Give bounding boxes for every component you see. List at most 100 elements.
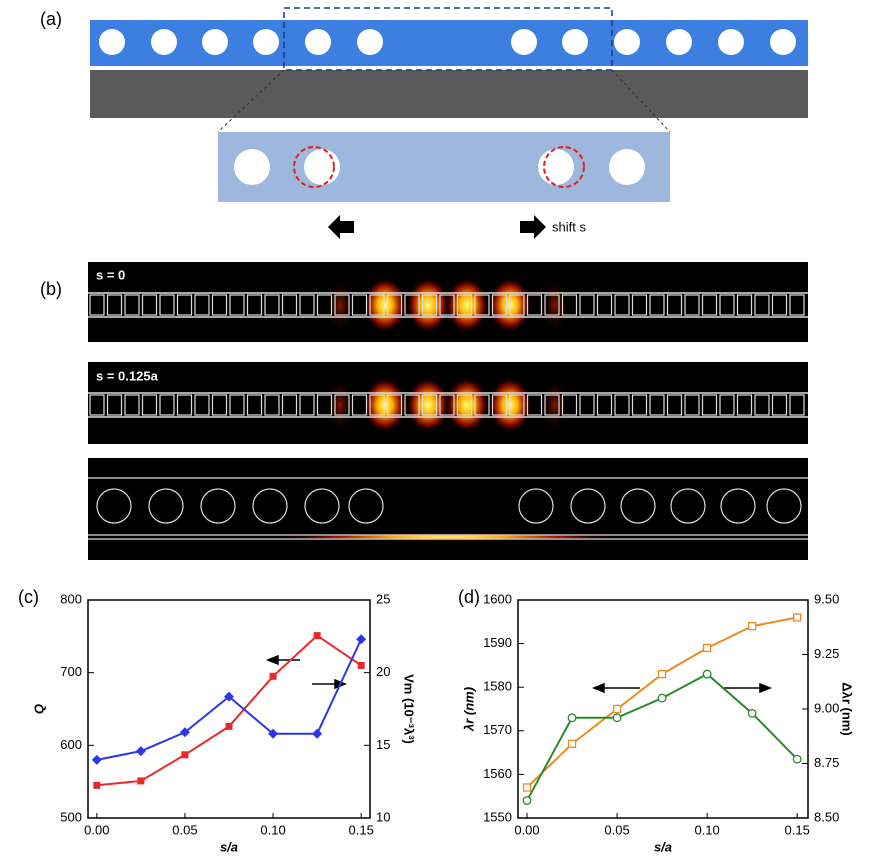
hole-outline xyxy=(299,294,315,316)
hole-outline xyxy=(666,294,683,316)
hole-outline xyxy=(620,488,656,524)
hole-outline xyxy=(159,294,175,316)
hole-outline xyxy=(439,294,455,316)
y2-tick-label: 25 xyxy=(376,591,390,606)
hole-outline xyxy=(719,294,735,316)
substrate xyxy=(90,70,808,118)
y2-tick-label: 10 xyxy=(376,809,390,824)
marker xyxy=(702,669,712,679)
arrow-right xyxy=(520,215,546,239)
hole-outline xyxy=(631,394,648,416)
marker xyxy=(93,781,101,789)
hole-outline xyxy=(246,294,263,316)
hole-outline xyxy=(106,294,123,316)
hole-outline xyxy=(176,294,193,316)
zoom-view xyxy=(218,132,670,202)
y2-axis-label: Vm (10⁻³λ³) xyxy=(402,674,417,744)
zoom-box xyxy=(283,7,613,71)
x-axis-label: s/a xyxy=(654,839,672,854)
hole-outline xyxy=(159,394,175,416)
field-spot xyxy=(406,377,450,433)
field-spot xyxy=(326,377,354,433)
holes xyxy=(99,29,796,55)
hole-outline xyxy=(299,394,315,416)
hole-outline xyxy=(579,394,595,416)
arrow-left xyxy=(328,215,354,239)
hole-outline xyxy=(211,294,228,316)
marker xyxy=(792,754,802,764)
y2-tick-label: 9.50 xyxy=(814,591,839,606)
hole-outline xyxy=(649,394,665,416)
x-tick-label: 0.10 xyxy=(694,822,719,837)
hole-outline xyxy=(789,294,805,316)
series-line xyxy=(526,672,798,802)
hole-outline xyxy=(246,394,263,416)
marker xyxy=(179,727,190,738)
hole-outline xyxy=(439,394,455,416)
hole-outline xyxy=(509,294,525,316)
y-tick-label: 1560 xyxy=(483,766,512,781)
hole-outline xyxy=(148,488,184,524)
y2-axis-label: Δλr (nm) xyxy=(840,682,855,735)
hole-outline xyxy=(614,394,630,416)
hole-outline xyxy=(544,294,560,316)
y2-tick-label: 8.75 xyxy=(814,755,839,770)
series-line xyxy=(96,634,362,787)
hole-outline xyxy=(96,488,132,524)
hole-outline xyxy=(264,294,280,316)
zoom-line xyxy=(611,69,671,133)
annotation-arrows xyxy=(265,654,773,694)
hole-outline xyxy=(754,394,770,416)
field-label: s = 0.125a xyxy=(96,368,159,383)
y-tick-label: 700 xyxy=(60,664,82,679)
field-spot xyxy=(363,377,407,433)
hole-outline xyxy=(596,294,613,316)
field-spot xyxy=(541,377,569,433)
hole-outline xyxy=(570,488,606,524)
hole-outline xyxy=(229,294,245,316)
hole-outline xyxy=(421,394,438,416)
hole-outline xyxy=(561,294,578,316)
hole-outline xyxy=(596,394,613,416)
marker xyxy=(91,754,102,765)
hole-outline xyxy=(386,294,403,316)
hole-outline xyxy=(474,394,490,416)
x-tick-label: 0.15 xyxy=(785,822,810,837)
field-spot xyxy=(445,277,489,333)
hole-outline xyxy=(89,394,105,416)
marker xyxy=(702,643,712,653)
field-spot xyxy=(326,277,354,333)
x-tick-label: 0.05 xyxy=(604,822,629,837)
hole-outline xyxy=(684,394,700,416)
hole-outline xyxy=(456,394,473,416)
y-axis-label: Q xyxy=(31,704,46,714)
shift-label: shift s xyxy=(552,219,586,234)
hole-outline xyxy=(474,294,490,316)
hole-outline xyxy=(124,394,140,416)
y2-tick-label: 9.00 xyxy=(814,700,839,715)
y2-tick-label: 20 xyxy=(376,664,390,679)
x-tick-label: 0.15 xyxy=(349,822,374,837)
field-spot xyxy=(541,277,569,333)
hole-outline xyxy=(369,394,385,416)
y2-tick-label: 8.50 xyxy=(814,809,839,824)
marker xyxy=(312,728,323,739)
hole-outline xyxy=(736,394,753,416)
y-tick-label: 1580 xyxy=(483,679,512,694)
hole-outline xyxy=(281,394,298,416)
hole-outline xyxy=(264,394,280,416)
x-axis-label: s/a xyxy=(220,839,238,854)
field-spot xyxy=(445,377,489,433)
hole-outline xyxy=(141,394,158,416)
hole-outline xyxy=(200,488,236,524)
marker xyxy=(793,613,802,622)
panel-label: (c) xyxy=(18,587,39,607)
marker xyxy=(522,783,532,792)
y-tick-label: 1590 xyxy=(483,635,512,650)
y2-tick-label: 15 xyxy=(376,737,390,752)
hole-outline xyxy=(684,294,700,316)
y-tick-label: 600 xyxy=(60,737,82,752)
marker xyxy=(313,632,321,640)
marker xyxy=(657,669,667,679)
hole-outline xyxy=(614,294,630,316)
